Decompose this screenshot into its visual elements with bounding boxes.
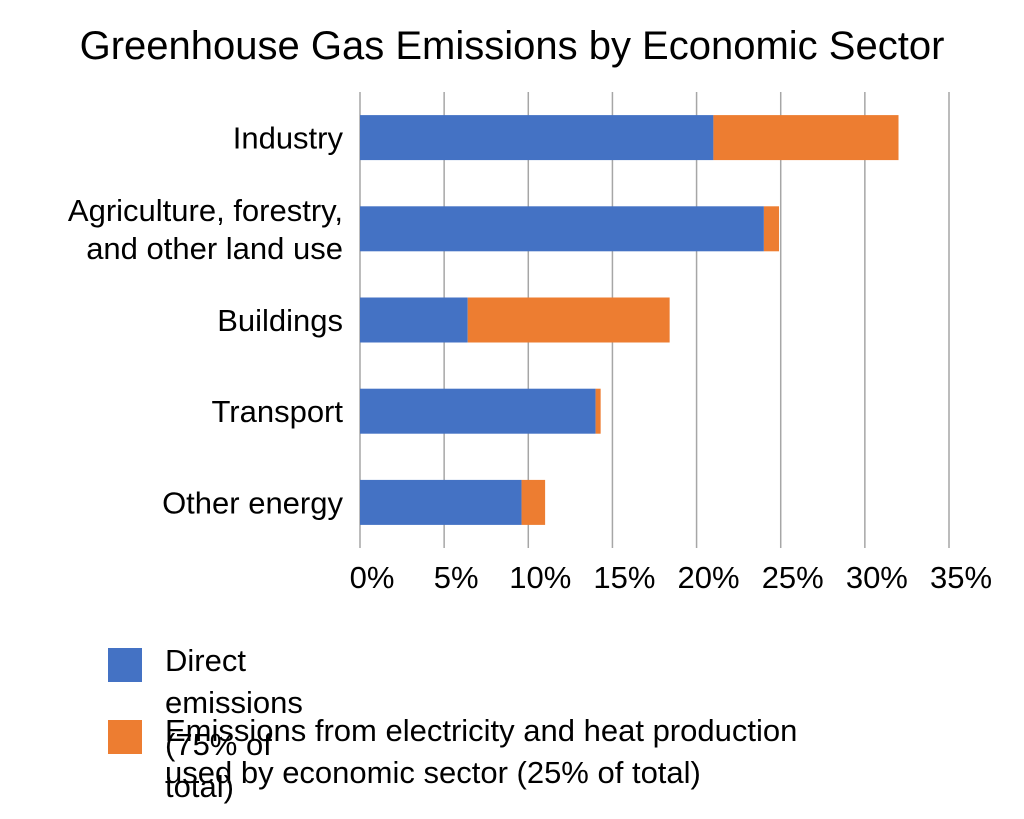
x-tick-label: 10% — [509, 560, 571, 595]
chart-title: Greenhouse Gas Emissions by Economic Sec… — [79, 24, 945, 68]
chart-plot: Industry Agriculture, forestry,and other … — [68, 92, 992, 595]
category-label: Other energy — [162, 485, 343, 520]
category-label: Agriculture, forestry, — [68, 193, 343, 228]
x-tick-label: 15% — [593, 560, 655, 595]
bar-direct — [360, 206, 764, 252]
x-tick-label: 35% — [930, 560, 992, 595]
bar-direct — [360, 297, 468, 343]
legend-label-electricity: Emissions from electricity and heat prod… — [165, 713, 798, 790]
category-label: Transport — [211, 394, 343, 429]
bar-electricity — [763, 206, 780, 252]
category-label: Buildings — [217, 303, 343, 338]
bars — [360, 115, 899, 525]
bar-direct — [360, 388, 596, 434]
x-tick-label: 20% — [678, 560, 740, 595]
bar-electricity — [521, 479, 546, 525]
bar-electricity — [595, 388, 601, 434]
category-label: and other land use — [86, 231, 343, 266]
bar-direct — [360, 479, 522, 525]
legend-swatch-direct — [108, 648, 142, 682]
bar-electricity — [467, 297, 670, 343]
legend-label-direct: Direct emissions (75% of total) — [165, 643, 303, 804]
x-tick-labels: 0% 5% 10% 15% 20% 25% 30% 35% — [350, 560, 992, 595]
bar-electricity — [713, 115, 899, 161]
legend-swatch-electricity — [108, 720, 142, 754]
x-tick-label: 0% — [350, 560, 395, 595]
x-tick-label: 5% — [434, 560, 479, 595]
x-tick-label: 25% — [762, 560, 824, 595]
category-labels: Industry Agriculture, forestry,and other … — [68, 121, 344, 521]
x-tick-label: 30% — [846, 560, 908, 595]
bar-direct — [360, 115, 714, 161]
category-label: Industry — [233, 121, 344, 156]
